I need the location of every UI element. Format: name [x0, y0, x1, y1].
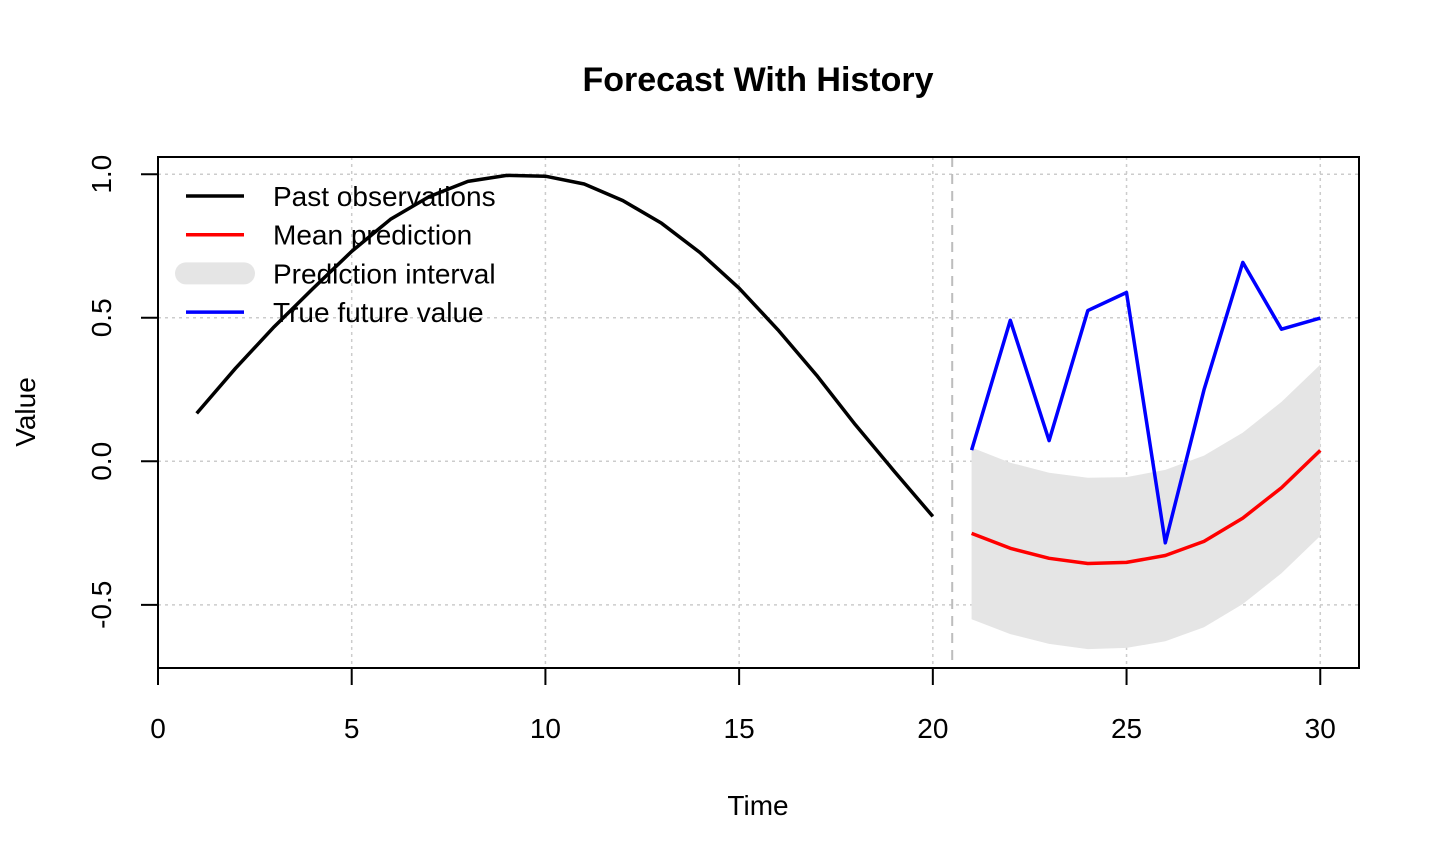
x-tick-label-6: 30 [1305, 713, 1336, 744]
x-tick-label-2: 10 [530, 713, 561, 744]
prediction-interval-band [971, 364, 1321, 650]
legend-label-prediction-interval: Prediction interval [273, 258, 496, 289]
x-tick-label-3: 15 [724, 713, 755, 744]
x-tick-label-1: 5 [344, 713, 360, 744]
y-tick-label-0: -0.5 [86, 581, 117, 629]
past-observations-line [195, 173, 935, 518]
true-future-value-line [969, 260, 1321, 545]
legend-label-mean-prediction: Mean prediction [273, 220, 472, 251]
y-tick-label-2: 0.5 [86, 298, 117, 337]
legend-label-past-observations: Past observations [273, 181, 496, 212]
legend-label-true-future-value: True future value [273, 297, 484, 328]
mean-prediction-line [970, 449, 1322, 566]
x-tick-label-0: 0 [150, 713, 166, 744]
x-axis: 0 5 10 15 20 25 30 [150, 667, 1336, 744]
series-layer [195, 173, 1322, 650]
y-tick-label-1: 0.0 [86, 442, 117, 481]
x-tick-label-5: 25 [1111, 713, 1142, 744]
chart-title: Forecast With History [582, 61, 933, 99]
y-axis-title: Value [10, 377, 41, 447]
y-axis: -0.5 0.0 0.5 1.0 [86, 155, 159, 629]
x-axis-title: Time [727, 790, 788, 821]
x-tick-label-4: 20 [917, 713, 948, 744]
legend: Past observations Mean prediction Predicti… [175, 181, 496, 328]
y-tick-label-3: 1.0 [86, 155, 117, 194]
